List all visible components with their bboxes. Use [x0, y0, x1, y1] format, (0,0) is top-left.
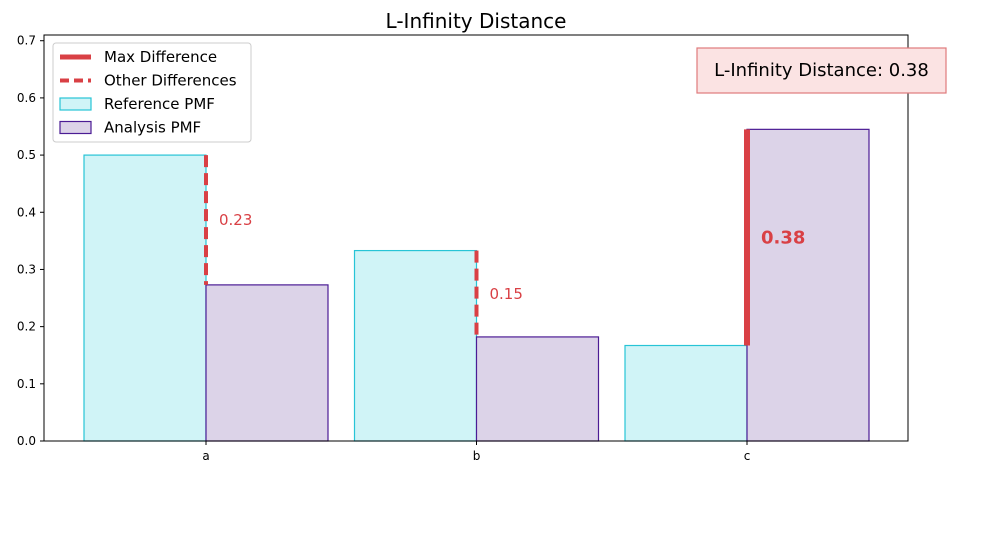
difference-label-b: 0.15 — [490, 285, 523, 303]
y-tick-label: 0.7 — [17, 34, 36, 48]
distance-annotation: L-Infinity Distance: 0.38 — [696, 47, 947, 94]
y-tick-label: 0.6 — [17, 91, 36, 105]
reference-bar-a — [83, 154, 207, 442]
distance-annotation-box — [696, 47, 947, 94]
difference-label-c: 0.38 — [761, 227, 805, 248]
chart-title: L-Infinity Distance — [386, 9, 567, 33]
analysis-bar-c — [746, 128, 870, 442]
y-tick-label: 0.4 — [17, 205, 36, 219]
plot-area: 0.23 0.15 0.38 0.0 0.1 0.2 0.3 0.4 0.5 0.6 0.7 a b c — [17, 34, 909, 463]
x-tick-label: c — [744, 449, 751, 463]
y-tick-label: 0.0 — [17, 434, 36, 448]
reference-bar-b — [353, 249, 478, 442]
y-tick-label: 0.3 — [17, 262, 36, 276]
legend-label: Other Differences — [104, 72, 237, 90]
legend-label: Reference PMF — [104, 95, 215, 113]
difference-label-a: 0.23 — [219, 211, 252, 229]
legend-box — [52, 42, 252, 143]
legend: Max Difference Other Differences Reference… — [52, 42, 252, 143]
legend-label: Analysis PMF — [104, 119, 201, 137]
legend-swatch-analysis-pmf — [59, 120, 92, 135]
y-tick-label: 0.5 — [17, 148, 36, 162]
y-tick-label: 0.2 — [17, 320, 36, 334]
legend-swatch-reference-pmf — [59, 97, 92, 111]
distance-annotation-text: L-Infinity Distance: 0.38 — [714, 60, 929, 81]
analysis-bar-b — [475, 336, 600, 442]
y-tick-label: 0.1 — [17, 377, 36, 391]
analysis-bar-a — [205, 284, 329, 442]
x-tick-label: a — [202, 449, 209, 463]
x-tick-label: b — [473, 449, 481, 463]
legend-label: Max Difference — [104, 48, 217, 66]
reference-bar-c — [624, 344, 748, 442]
